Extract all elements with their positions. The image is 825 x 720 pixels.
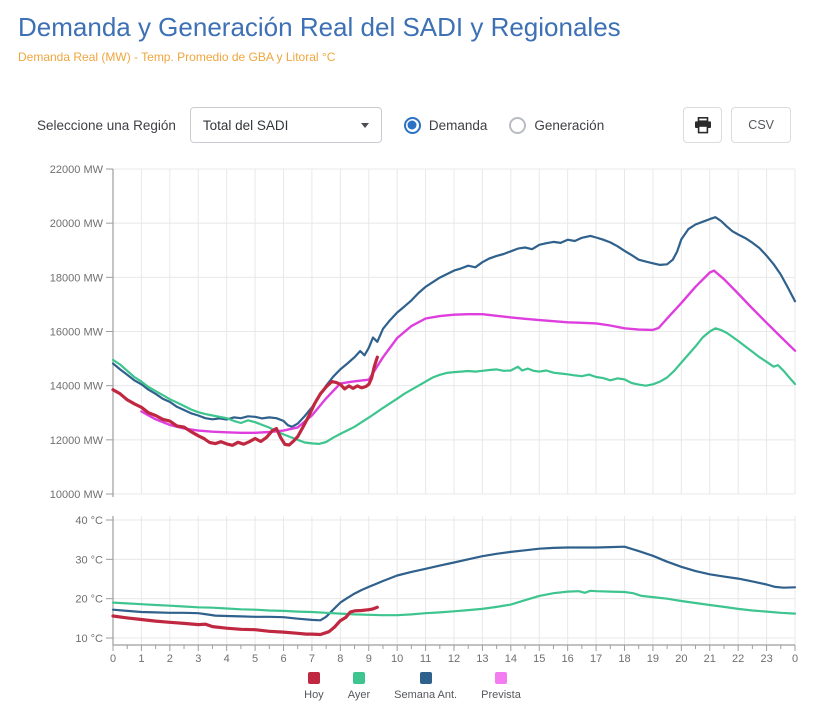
x-axis-label: 18 [618, 653, 630, 665]
legend-item-semana-ant[interactable]: Semana Ant. [394, 672, 457, 701]
radio-generacion-circle [509, 116, 527, 134]
region-select-label: Seleccione una Región [37, 117, 176, 133]
chart-legend: Hoy Ayer Semana Ant. Prevista [0, 672, 825, 701]
x-axis-label: 16 [562, 653, 574, 665]
x-axis-label: 9 [366, 653, 372, 665]
legend-item-hoy[interactable]: Hoy [304, 672, 324, 701]
legend-item-ayer[interactable]: Ayer [348, 672, 370, 701]
x-axis-label: 13 [476, 653, 488, 665]
x-axis-label: 20 [675, 653, 687, 665]
demand-chart-gridlines [113, 168, 796, 495]
print-button[interactable] [683, 107, 723, 143]
y-axis-label: 12000 MW [50, 435, 104, 447]
y-axis-label: 20 °C [75, 594, 103, 606]
x-axis-label: 5 [252, 653, 258, 665]
legend-label-prevista: Prevista [481, 689, 521, 701]
header: Demanda y Generación Real del SADI y Reg… [18, 12, 621, 64]
series-ayer-mw [111, 327, 797, 445]
x-axis-label: 10 [391, 653, 403, 665]
y-axis-label: 10 °C [75, 633, 103, 645]
x-axis-label: 17 [590, 653, 602, 665]
legend-swatch-semana-ant [419, 672, 432, 684]
x-axis-label: 1 [138, 653, 144, 665]
x-axis-label: 21 [704, 653, 716, 665]
radio-generacion-label: Generación [534, 117, 605, 133]
legend-swatch-ayer [352, 672, 365, 684]
printer-icon [694, 116, 711, 133]
controls-bar: Seleccione una Región Total del SADI Dem… [0, 107, 825, 143]
x-axis-label: 6 [280, 653, 286, 665]
x-axis-label: 0 [110, 653, 116, 665]
page-subtitle: Demanda Real (MW) - Temp. Promedio de GB… [18, 50, 336, 64]
series-hoy-temp [111, 605, 379, 637]
y-axis-label: 40 °C [75, 515, 103, 527]
y-axis-label: 14000 MW [50, 381, 104, 393]
csv-button-label: CSV [748, 118, 774, 132]
series-ayer-temp [111, 589, 797, 617]
y-axis-label: 18000 MW [50, 272, 104, 284]
temperature-chart: 40 °C30 °C20 °C10 °C0 1 2 3 4 5 6 7 8 9 10 11 12 13 14… [75, 515, 798, 665]
series-semana-ant-mw [111, 216, 797, 428]
radio-generacion[interactable]: Generación [509, 116, 605, 134]
series-prevista-mw [140, 269, 797, 434]
demand-chart: 22000 MW 20000 MW 18000 MW 16000 MW 14000 MW… [50, 164, 797, 501]
x-axis-label: 11 [420, 653, 431, 665]
y-axis-label: 10000 MW [50, 489, 104, 501]
x-axis-label: 12 [448, 653, 460, 665]
page-title: Demanda y Generación Real del SADI y Reg… [18, 12, 621, 42]
x-axis-label: 3 [195, 653, 201, 665]
x-axis-label: 23 [760, 653, 772, 665]
y-axis-label: 16000 MW [50, 327, 104, 339]
legend-swatch-prevista [494, 672, 507, 684]
series-hoy-mw [111, 355, 379, 447]
radio-demanda-label: Demanda [428, 117, 488, 133]
series-semana-ant-temp [111, 545, 797, 622]
legend-label-semana-ant: Semana Ant. [394, 689, 458, 701]
x-axis-label: 8 [337, 653, 343, 665]
x-axis-label: 14 [505, 653, 517, 665]
x-axis-label: 19 [647, 653, 659, 665]
x-axis-label: 4 [224, 653, 230, 665]
chevron-down-icon [360, 122, 369, 128]
legend-label-hoy: Hoy [304, 689, 324, 701]
temperature-chart-gridlines [113, 516, 796, 645]
x-axis-label: 22 [732, 653, 744, 665]
region-select[interactable]: Total del SADI [189, 107, 382, 143]
region-select-value: Total del SADI [202, 117, 289, 133]
csv-button[interactable]: CSV [731, 107, 791, 143]
radio-demanda-circle [403, 116, 421, 134]
y-axis-label: 20000 MW [50, 218, 104, 230]
radio-demanda[interactable]: Demanda [403, 116, 488, 134]
x-axis-label: 0 [792, 653, 798, 665]
y-axis-label: 30 °C [75, 554, 103, 566]
legend-swatch-hoy [307, 672, 320, 684]
x-axis-label: 7 [309, 653, 315, 665]
legend-item-prevista[interactable]: Prevista [481, 672, 521, 701]
x-axis-label: 15 [533, 653, 545, 665]
legend-label-ayer: Ayer [347, 689, 371, 701]
y-axis-label: 22000 MW [50, 164, 104, 176]
x-axis-label: 2 [167, 653, 173, 665]
